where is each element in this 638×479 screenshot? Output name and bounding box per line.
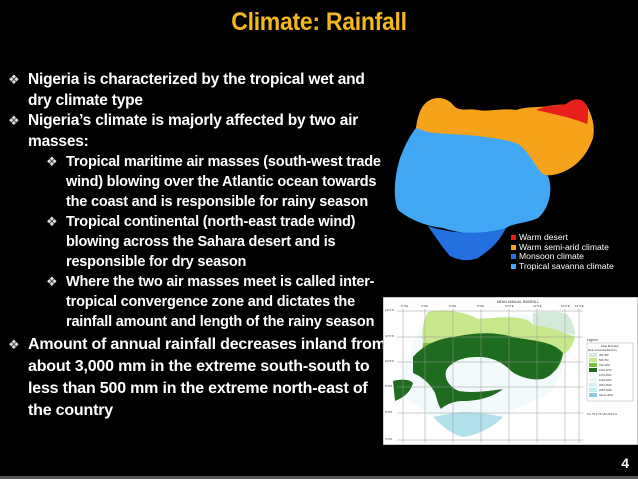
svg-text:1524-2032: 1524-2032 <box>599 378 612 382</box>
legend-item: Monsoon climate <box>511 251 614 262</box>
diamond-bullet-icon: ❖ <box>46 154 58 169</box>
legend-item: Warm semi-arid climate <box>511 242 614 253</box>
svg-text:14°0'E: 14°0'E <box>561 304 570 308</box>
rainfall-legend: Legend State Boundary Mean annual Rainfa… <box>586 338 634 402</box>
diamond-bullet-icon: ❖ <box>8 113 20 128</box>
svg-text:1016-1270: 1016-1270 <box>599 368 612 372</box>
monsoon-swatch <box>511 254 516 260</box>
svg-text:14°0'N: 14°0'N <box>385 308 394 312</box>
legend-item: Warm desert <box>511 232 614 243</box>
tropical-savanna-region <box>394 116 551 234</box>
svg-text:State Boundary: State Boundary <box>601 344 620 348</box>
svg-text:8°0'N: 8°0'N <box>385 384 392 388</box>
sub-bullet-item: ❖ Where the two air masses meet is called… <box>46 274 375 330</box>
warm-semi-arid-region <box>416 98 594 176</box>
svg-text:4°0'E: 4°0'E <box>421 304 428 308</box>
monsoon-region <box>428 226 506 261</box>
page-number: 4 <box>621 455 629 471</box>
mean-annual-rainfall-map: MEAN ANNUAL RAINFALL 2°0'E 4°0'E 6°0'E 8… <box>383 297 638 445</box>
svg-text:8°0'E: 8°0'E <box>477 304 484 308</box>
legend-item: Tropical savanna climate <box>511 261 614 272</box>
diamond-bullet-icon: ❖ <box>8 72 20 87</box>
sub-bullet-item: ❖ Tropical maritime air masses (south-wes… <box>46 154 381 210</box>
svg-text:Legend: Legend <box>587 338 598 342</box>
bullet-list: ❖ Nigeria is characterized by the tropica… <box>6 70 390 422</box>
diamond-bullet-icon: ❖ <box>46 214 58 229</box>
svg-text:508-762: 508-762 <box>599 358 609 362</box>
svg-text:Above 4064: Above 4064 <box>599 393 613 397</box>
map-scale: Km 75 0 75 140 210 Km <box>587 412 618 416</box>
bullet-item: ❖ Amount of annual rainfall decreases inl… <box>8 336 386 419</box>
svg-text:1270-1524: 1270-1524 <box>599 373 612 377</box>
diamond-bullet-icon: ❖ <box>8 337 20 352</box>
svg-text:10°0'E: 10°0'E <box>505 304 514 308</box>
nigeria-climate-map <box>388 88 628 263</box>
svg-text:6°0'E: 6°0'E <box>449 304 456 308</box>
slide-title: Climate: Rainfall <box>231 8 407 36</box>
warm-desert-swatch <box>511 235 516 241</box>
svg-text:2540-3048: 2540-3048 <box>599 388 612 392</box>
footer-divider <box>0 476 638 479</box>
svg-text:10°0'N: 10°0'N <box>385 359 394 363</box>
tropical-savanna-swatch <box>511 263 516 269</box>
svg-text:14°4'E: 14°4'E <box>575 304 584 308</box>
bullet-item: ❖ Nigeria is characterized by the tropica… <box>8 71 365 109</box>
svg-text:12°0'N: 12°0'N <box>385 334 394 338</box>
diamond-bullet-icon: ❖ <box>46 274 58 289</box>
svg-text:12°0'E: 12°0'E <box>533 304 542 308</box>
warm-desert-region <box>536 99 588 124</box>
bullet-item: ❖ Nigeria’s climate is majorly affected b… <box>8 112 359 150</box>
svg-text:2°0'E: 2°0'E <box>401 304 408 308</box>
rainfall-map-title: MEAN ANNUAL RAINFALL <box>497 300 540 304</box>
climate-legend: Warm desert Warm semi-arid climate Monso… <box>511 232 614 272</box>
svg-text:381-508: 381-508 <box>599 353 609 357</box>
warm-semi-arid-swatch <box>511 244 516 250</box>
sub-bullet-item: ❖ Tropical continental (north-east trade … <box>46 214 356 270</box>
svg-text:762-1016: 762-1016 <box>599 363 611 367</box>
svg-text:6°0'N: 6°0'N <box>385 410 392 414</box>
svg-text:Mean annual Rainfall (mm): Mean annual Rainfall (mm) <box>588 349 617 352</box>
svg-text:4°0'N: 4°0'N <box>385 437 392 441</box>
svg-text:2032-2540: 2032-2540 <box>599 383 612 387</box>
